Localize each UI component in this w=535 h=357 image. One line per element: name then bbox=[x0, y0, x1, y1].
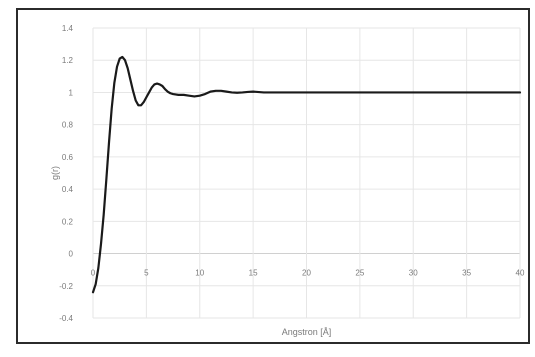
y-tick-label: 0.4 bbox=[62, 185, 74, 194]
x-tick-label: 35 bbox=[462, 269, 471, 278]
y-tick-label: 0 bbox=[69, 250, 74, 259]
x-tick-label: 10 bbox=[195, 269, 204, 278]
x-tick-label: 40 bbox=[516, 269, 525, 278]
y-tick-label: 0.8 bbox=[62, 121, 74, 130]
x-tick-label: 5 bbox=[144, 269, 149, 278]
x-axis-title: Angstron [Å] bbox=[282, 327, 332, 337]
y-tick-label: 0.2 bbox=[62, 217, 74, 226]
x-tick-label: 20 bbox=[302, 269, 311, 278]
y-tick-label: 1.4 bbox=[62, 24, 74, 33]
series-line bbox=[91, 55, 522, 294]
chart-frame bbox=[16, 8, 530, 344]
tick-labels: -0.4 -0.2 0 0.2 0.4 0.6 0.8 1 1.2 1.4 0 5 10 15 20 25 30… bbox=[59, 24, 525, 323]
y-axis-title: g(r) bbox=[50, 166, 60, 180]
series-layer bbox=[91, 55, 522, 294]
y-tick-label: -0.4 bbox=[59, 314, 73, 323]
grid-lines bbox=[92, 27, 521, 319]
x-tick-label: 15 bbox=[249, 269, 258, 278]
x-tick-label: 25 bbox=[355, 269, 364, 278]
y-tick-label: 1.2 bbox=[62, 56, 74, 65]
y-tick-label: 0.6 bbox=[62, 153, 74, 162]
y-tick-label: 1 bbox=[69, 88, 74, 97]
x-tick-label: 30 bbox=[409, 269, 418, 278]
y-tick-label: -0.2 bbox=[59, 282, 73, 291]
x-tick-label: 0 bbox=[91, 269, 96, 278]
